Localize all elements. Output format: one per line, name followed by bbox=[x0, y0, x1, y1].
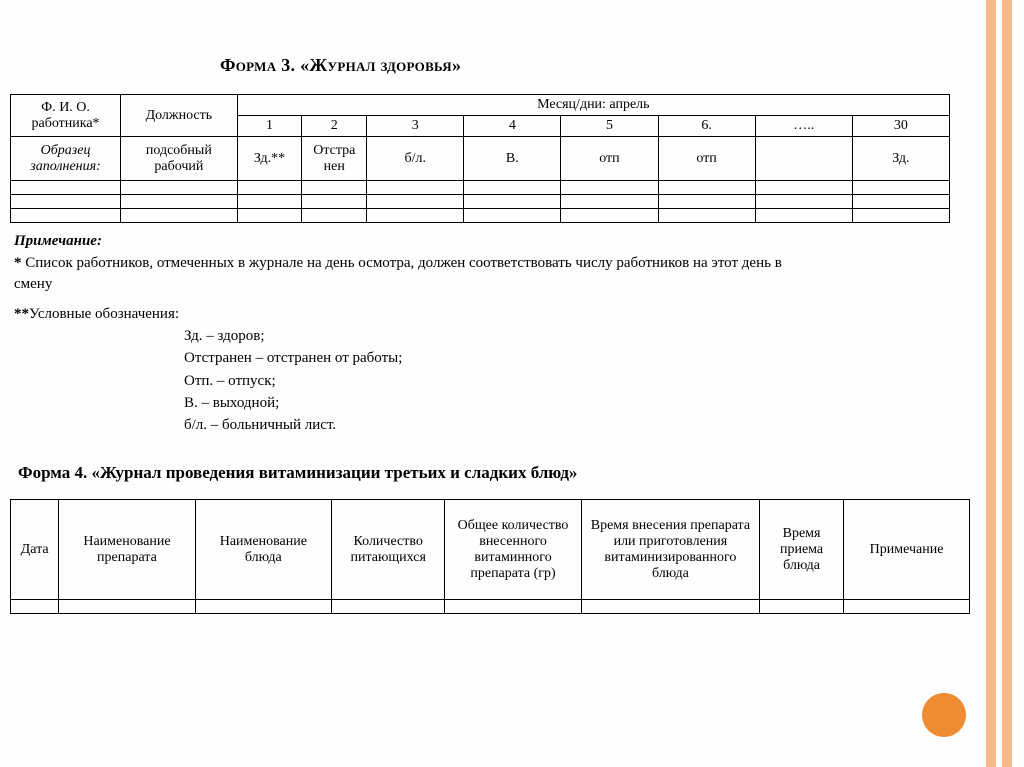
sample-cell: Зд.** bbox=[237, 137, 302, 181]
notes-heading: Примечание: bbox=[14, 233, 102, 249]
sample-cell: Отстра нен bbox=[302, 137, 367, 181]
day-cell: 2 bbox=[302, 116, 367, 137]
legend-line: Зд. – здоров; bbox=[14, 326, 794, 346]
day-cell: 5 bbox=[561, 116, 658, 137]
col-month: Месяц/дни: апрель bbox=[237, 95, 949, 116]
col-qty: Количество питающихся bbox=[332, 500, 445, 600]
table-header-row: Ф. И. О. работника* Должность Месяц/дни:… bbox=[11, 95, 950, 116]
day-cell: 30 bbox=[852, 116, 949, 137]
document-slide: Форма 3. «Журнал здоровья» Ф. И. О. рабо… bbox=[0, 0, 1024, 767]
table-row bbox=[11, 195, 950, 209]
sample-cell: Зд. bbox=[852, 137, 949, 181]
decor-circle-icon bbox=[922, 693, 966, 737]
table-sample-row: Образец заполнения: подсобный рабочий Зд… bbox=[11, 137, 950, 181]
legend-line: Отстранен – отстранен от работы; bbox=[14, 348, 794, 368]
form4-table: Дата Наименование препарата Наименование… bbox=[10, 499, 970, 614]
table-row bbox=[11, 181, 950, 195]
col-position: Должность bbox=[121, 95, 238, 137]
table-row bbox=[11, 600, 970, 614]
form4-title: Форма 4. «Журнал проведения витаминизаци… bbox=[18, 463, 1014, 483]
sample-cell: отп bbox=[658, 137, 755, 181]
note1: * Список работников, отмеченных в журнал… bbox=[14, 253, 794, 294]
form3-table: Ф. И. О. работника* Должность Месяц/дни:… bbox=[10, 94, 950, 223]
table-header-row: Дата Наименование препарата Наименование… bbox=[11, 500, 970, 600]
form3-title: Форма 3. «Журнал здоровья» bbox=[220, 55, 1014, 76]
sample-cell bbox=[755, 137, 852, 181]
col-time-eat: Время приема блюда bbox=[760, 500, 844, 600]
day-cell: 6. bbox=[658, 116, 755, 137]
legend-line: В. – выходной; bbox=[14, 393, 794, 413]
day-cell: 3 bbox=[367, 116, 464, 137]
col-fio: Ф. И. О. работника* bbox=[11, 95, 121, 137]
decor-stripe bbox=[986, 0, 996, 767]
form3-notes: Примечание: * Список работников, отмечен… bbox=[14, 231, 794, 435]
col-drug: Наименование препарата bbox=[59, 500, 195, 600]
col-time-add: Время внесения препарата или приготовлен… bbox=[581, 500, 759, 600]
col-total: Общее количество внесенного витаминного … bbox=[445, 500, 581, 600]
day-cell: ….. bbox=[755, 116, 852, 137]
col-note: Примечание bbox=[844, 500, 970, 600]
day-cell: 1 bbox=[237, 116, 302, 137]
sample-position: подсобный рабочий bbox=[121, 137, 238, 181]
legend-line: Отп. – отпуск; bbox=[14, 371, 794, 391]
decor-stripe bbox=[1002, 0, 1012, 767]
col-dish: Наименование блюда bbox=[195, 500, 331, 600]
day-cell: 4 bbox=[464, 116, 561, 137]
sample-cell: В. bbox=[464, 137, 561, 181]
legend-line: б/л. – больничный лист. bbox=[14, 415, 794, 435]
sample-fio: Образец заполнения: bbox=[11, 137, 121, 181]
note2: **Условные обозначения: bbox=[14, 304, 794, 324]
col-date: Дата bbox=[11, 500, 59, 600]
sample-cell: отп bbox=[561, 137, 658, 181]
table-row bbox=[11, 209, 950, 223]
sample-cell: б/л. bbox=[367, 137, 464, 181]
